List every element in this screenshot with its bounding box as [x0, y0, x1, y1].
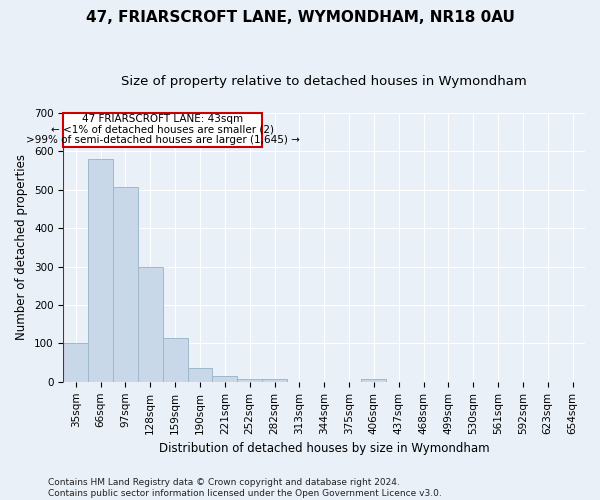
- Bar: [237, 378, 262, 382]
- Bar: [262, 379, 287, 382]
- Bar: [163, 338, 188, 382]
- Title: Size of property relative to detached houses in Wymondham: Size of property relative to detached ho…: [121, 75, 527, 88]
- Bar: [138, 268, 163, 382]
- Bar: [64, 113, 262, 146]
- Bar: [113, 188, 138, 382]
- Text: ← <1% of detached houses are smaller (2): ← <1% of detached houses are smaller (2): [51, 124, 274, 134]
- Text: 47 FRIARSCROFT LANE: 43sqm: 47 FRIARSCROFT LANE: 43sqm: [82, 114, 243, 124]
- Bar: [188, 368, 212, 382]
- Bar: [212, 376, 237, 382]
- Bar: [64, 344, 88, 382]
- Text: 47, FRIARSCROFT LANE, WYMONDHAM, NR18 0AU: 47, FRIARSCROFT LANE, WYMONDHAM, NR18 0A…: [86, 10, 514, 25]
- Text: Contains HM Land Registry data © Crown copyright and database right 2024.
Contai: Contains HM Land Registry data © Crown c…: [48, 478, 442, 498]
- Text: >99% of semi-detached houses are larger (1,645) →: >99% of semi-detached houses are larger …: [26, 136, 299, 145]
- Bar: [361, 378, 386, 382]
- Y-axis label: Number of detached properties: Number of detached properties: [16, 154, 28, 340]
- X-axis label: Distribution of detached houses by size in Wymondham: Distribution of detached houses by size …: [159, 442, 490, 455]
- Bar: [88, 159, 113, 382]
